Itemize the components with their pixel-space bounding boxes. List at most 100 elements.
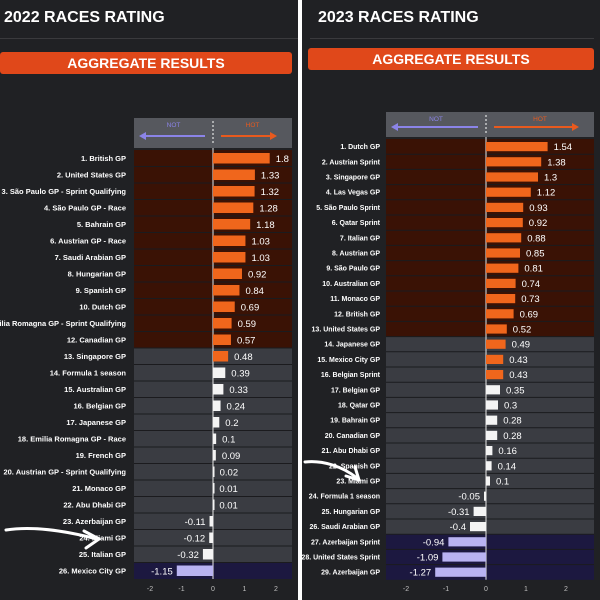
category-label: 3. São Paulo GP - Sprint Qualifying [2, 187, 127, 196]
value-label: 0.02 [220, 467, 239, 478]
bar [442, 552, 486, 562]
value-label: 0.84 [245, 286, 264, 297]
value-label: -1.27 [410, 568, 432, 579]
value-label: 0.92 [248, 269, 266, 280]
bar [486, 354, 504, 364]
category-label: 22. Spanish GP [329, 463, 380, 470]
category-label: 21. Monaco GP [72, 484, 126, 493]
category-label: 12. Canadian GP [67, 335, 126, 344]
not-label: NOT [167, 122, 181, 129]
value-label: 0.81 [524, 264, 543, 275]
category-label: 14. Japanese GP [324, 342, 380, 349]
bar [486, 233, 522, 243]
category-label: 21. Abu Dhabi GP [322, 448, 381, 455]
value-label: -0.12 [184, 533, 206, 544]
category-label: 7. Italian GP [340, 235, 380, 242]
category-label: 11. Monaco GP [330, 296, 380, 303]
value-label: 0.39 [231, 368, 250, 379]
x-tick-label: 0 [211, 586, 215, 593]
bar [213, 202, 254, 213]
x-tick-label: 1 [243, 586, 247, 593]
category-label: 2. United States GP [57, 170, 126, 179]
bar [486, 415, 498, 425]
aggregate-results-banner: AGGREGATE RESULTS [0, 52, 292, 74]
category-label: 4. Las Vegas GP [326, 190, 380, 197]
category-label: 13. Singapore GP [64, 352, 126, 361]
category-label: 9. Spanish GP [76, 286, 126, 295]
category-label: 28. United States Sprint [302, 555, 381, 562]
bar [213, 285, 240, 296]
x-tick-label: -2 [147, 586, 153, 593]
bar [209, 532, 213, 543]
value-label: 0.01 [219, 500, 238, 511]
value-label: 0.74 [522, 279, 541, 290]
hot-arrowhead-icon [572, 123, 579, 131]
value-label: -0.05 [458, 492, 480, 503]
bar [213, 153, 270, 164]
bar [486, 446, 493, 456]
category-label: 8. Hungarian GP [68, 269, 126, 278]
bar [202, 549, 213, 560]
bar [486, 430, 498, 440]
x-tick-label: -1 [443, 586, 449, 593]
bar [470, 522, 486, 532]
x-tick-label: -2 [403, 586, 409, 593]
category-label: 16. Belgian Sprint [321, 372, 381, 379]
value-label: 0.24 [227, 401, 246, 412]
value-label: 1.32 [261, 187, 280, 198]
category-label: 7. Saudi Arabian GP [55, 253, 126, 262]
category-label: 5. São Paulo Sprint [316, 205, 380, 212]
value-label: 1.03 [251, 236, 270, 247]
bar [486, 202, 524, 212]
category-label: 18. Qatar GP [338, 403, 380, 410]
x-tick-label: -1 [178, 586, 184, 593]
value-label: -0.11 [185, 517, 206, 528]
category-label: 22. Abu Dhabi GP [63, 500, 126, 509]
value-label: -0.32 [177, 550, 199, 561]
bar [213, 466, 215, 477]
value-label: 1.54 [554, 142, 573, 153]
x-tick-label: 0 [484, 586, 488, 593]
bar [486, 476, 490, 486]
bar [213, 351, 229, 362]
category-label: 10. Australian GP [322, 281, 380, 288]
value-label: 0.1 [496, 477, 509, 488]
category-label: 20. Canadian GP [325, 433, 381, 440]
value-label: 0.69 [241, 302, 259, 313]
category-label: 1. Dutch GP [340, 144, 380, 151]
value-label: -0.94 [423, 537, 445, 548]
category-label: 23. Miami GP [336, 479, 380, 486]
value-label: 0.1 [222, 434, 235, 445]
bar [486, 461, 492, 471]
category-label: 11. Emilia Romagna GP - Sprint Qualifyin… [0, 319, 126, 328]
category-label: 4. São Paulo GP - Race [44, 203, 126, 212]
value-label: 0.59 [238, 319, 257, 330]
bar [484, 491, 486, 501]
bar [486, 385, 500, 395]
category-label: 24. Formula 1 season [309, 494, 380, 501]
bar [213, 301, 235, 312]
category-label: 2. Austrian Sprint [322, 159, 381, 166]
value-label: 0.48 [234, 352, 253, 363]
hot-arrowhead-icon [270, 132, 277, 140]
value-label: 0.43 [509, 355, 528, 366]
bar [213, 450, 216, 461]
bar [213, 219, 251, 230]
value-label: 1.18 [256, 220, 275, 231]
value-label: 0.09 [222, 451, 241, 462]
panel-2023: 2023 RACES RATING AGGREGATE RESULTS NOT H… [302, 0, 600, 600]
bar [213, 400, 221, 411]
value-label: 0.88 [527, 233, 546, 244]
value-label: 1.12 [537, 188, 556, 199]
value-label: 1.33 [261, 170, 280, 181]
value-label: 0.93 [529, 203, 548, 214]
panel-title: 2022 RACES RATING [4, 9, 165, 26]
value-label: 0.43 [509, 370, 528, 381]
bar [213, 235, 246, 246]
category-label: 9. São Paulo GP [326, 266, 380, 273]
title-divider [310, 38, 594, 39]
value-label: 0.92 [529, 218, 548, 229]
value-label: -0.4 [450, 522, 466, 533]
category-label: 6. Austrian GP - Race [50, 236, 126, 245]
value-label: 0.01 [219, 484, 238, 495]
